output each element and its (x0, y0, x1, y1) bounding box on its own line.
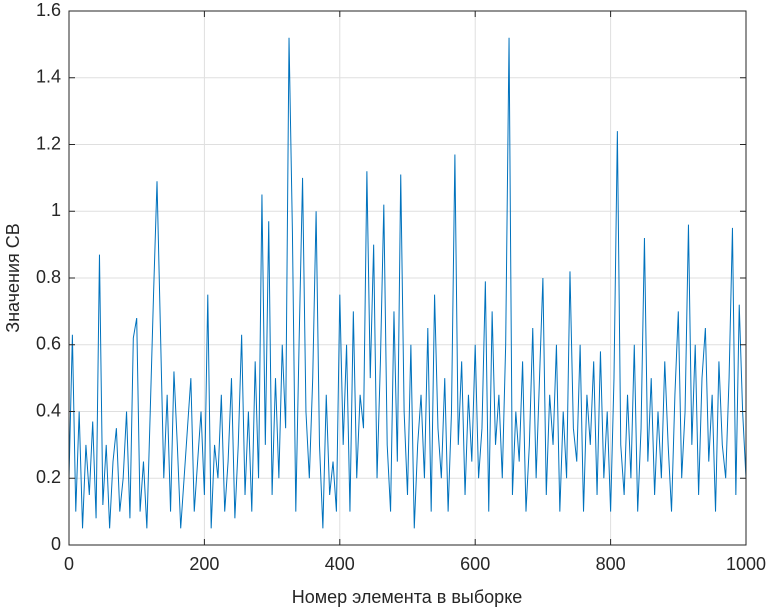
x-tick-label: 800 (596, 554, 626, 574)
y-tick-label: 0.8 (36, 267, 61, 287)
y-tick-label: 0.2 (36, 467, 61, 487)
data-line (68, 37, 747, 529)
y-tick-label: 0 (51, 534, 61, 554)
y-tick-label: 1.6 (36, 0, 61, 20)
y-tick-label: 1.2 (36, 133, 61, 153)
x-tick-label: 400 (325, 554, 355, 574)
x-tick-label: 1000 (726, 554, 766, 574)
y-tick-label: 1 (51, 200, 61, 220)
y-tick-label: 0.6 (36, 334, 61, 354)
x-tick-label: 600 (460, 554, 490, 574)
y-tick-label: 1.4 (36, 67, 61, 87)
x-axis-label: Номер элемента в выборке (292, 587, 523, 607)
y-axis-label: Значения СВ (3, 223, 23, 333)
y-tick-label: 0.4 (36, 400, 61, 420)
x-tick-label: 200 (189, 554, 219, 574)
x-tick-label: 0 (64, 554, 74, 574)
